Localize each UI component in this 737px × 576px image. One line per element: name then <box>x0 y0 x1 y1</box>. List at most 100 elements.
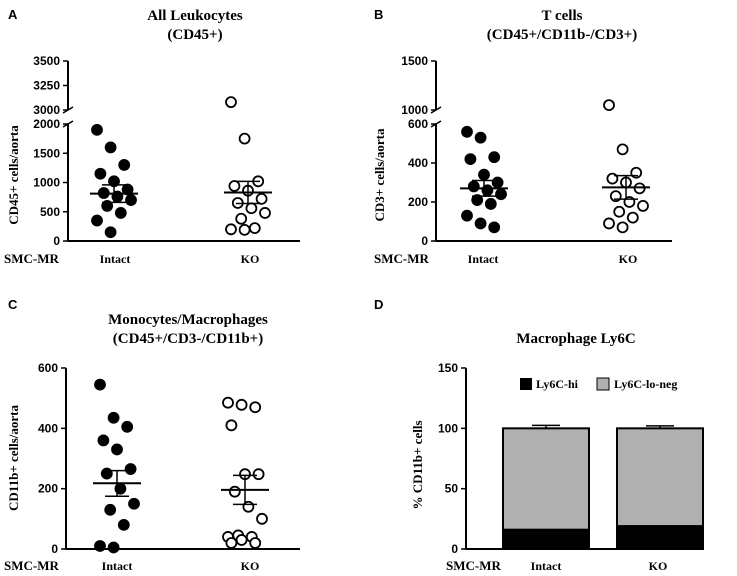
panel-b-point-intact <box>467 180 480 193</box>
panel-d-group-label: SMC-MR <box>446 558 501 573</box>
legend-label-ly6c-lo-neg: Ly6C-lo-neg <box>614 377 677 391</box>
panel-d-xtick-intact: Intact <box>531 559 562 573</box>
panel-c-point-ko <box>256 512 268 525</box>
legend-label-ly6c-hi: Ly6C-hi <box>536 377 579 391</box>
panel-b-point-intact <box>484 198 497 210</box>
panel-d-y-tick-label: 50 <box>445 482 459 496</box>
panel-b-ylabel: CD3+ cells/aorta <box>372 128 387 221</box>
panel-b-axis-break-mark <box>430 106 442 114</box>
panel-a-point-ko <box>248 222 261 235</box>
panel-b-point-ko <box>603 99 615 111</box>
panel-d-ylabel: % CD11b+ cells <box>410 420 425 509</box>
panel-c-point-ko <box>252 468 265 481</box>
panel-a-title-line-1: All Leukocytes <box>147 8 243 24</box>
panel-a-xtick-intact: Intact <box>100 252 131 266</box>
panel-d: D Macrophage Ly6C % CD11b+ cells SMC-MR … <box>374 297 704 573</box>
panel-a-point-ko <box>238 132 251 145</box>
panel-d-bar-intact-ly6c-hi <box>502 528 590 551</box>
panel-c-y-tick-label: 400 <box>38 421 58 435</box>
panel-d-data-marks <box>502 424 704 551</box>
panel-b-group-label: SMC-MR <box>374 251 429 266</box>
panel-c-point-intact <box>117 518 130 531</box>
panel-b-point-ko <box>637 199 649 212</box>
panel-c-point-ko <box>225 419 238 432</box>
panel-a-point-intact <box>101 199 114 212</box>
panel-a-point-intact <box>125 194 137 206</box>
panel-b-point-ko <box>603 217 615 230</box>
panel-a-point-ko <box>245 202 258 215</box>
panel-a-point-intact <box>91 214 103 227</box>
panel-b-y-tick-label: 1500 <box>401 54 428 68</box>
panel-a-point-intact <box>94 167 107 180</box>
panel-b-point-intact <box>488 221 501 234</box>
panel-letter-b: B <box>374 7 383 22</box>
panel-b-title-line-2: (CD45+/CD11b-/CD3+) <box>487 27 637 43</box>
panel-c-point-intact <box>107 541 120 554</box>
legend-swatch-ly6c-hi <box>520 378 532 390</box>
panel-a-y-tick-label: 2000 <box>33 117 60 131</box>
panel-a-ylabel: CD45+ cells/aorta <box>6 125 21 225</box>
panel-d-legend: Ly6C-hi Ly6C-lo-neg <box>520 377 677 391</box>
panel-b-axis-break-mark <box>430 120 442 128</box>
panel-d-y-tick-label: 100 <box>438 421 458 435</box>
panel-c-ylabel: CD11b+ cells/aorta <box>6 405 21 511</box>
panel-b-point-ko <box>616 143 629 156</box>
panel-c-point-ko <box>249 401 262 414</box>
panel-a-title-line-2: (CD45+) <box>167 27 222 43</box>
panel-a-y-tick-label: 500 <box>40 205 60 219</box>
panel-a-point-ko <box>259 207 271 219</box>
panel-a-point-intact <box>91 123 103 136</box>
panel-b-point-intact <box>461 125 473 138</box>
panel-a-y-tick-label: 3500 <box>33 54 60 68</box>
panel-c-xtick-ko: KO <box>241 559 260 573</box>
panel-a-data-marks <box>90 96 272 239</box>
panel-c-y-tick-label: 200 <box>38 482 58 496</box>
panel-c-point-intact <box>107 411 120 424</box>
panel-b-point-intact <box>488 151 501 164</box>
panel-c-point-ko <box>228 485 241 498</box>
panel-c-point-intact <box>104 503 117 516</box>
panel-letter-d: D <box>374 297 383 312</box>
panel-c-point-intact <box>94 540 106 552</box>
panel-b-point-intact <box>471 194 484 206</box>
panel-b-point-intact <box>474 217 487 230</box>
panel-c-title-line-2: (CD45+/CD3-/CD11b+) <box>113 331 263 347</box>
panel-a: A All Leukocytes (CD45+) CD45+ cells/aor… <box>4 7 300 266</box>
panel-b-point-intact <box>478 168 490 181</box>
panel-a-y-tick-label: 3000 <box>33 103 60 117</box>
panel-c-y-tick-label: 600 <box>38 361 58 375</box>
panel-c-point-ko <box>235 534 248 546</box>
panel-a-xtick-ko: KO <box>241 252 260 266</box>
panel-d-xtick-ko: KO <box>649 559 668 573</box>
panel-c-title-line-1: Monocytes/Macrophages <box>108 312 268 328</box>
panel-c-point-ko <box>235 398 248 411</box>
panel-b: B T cells (CD45+/CD11b-/CD3+) CD3+ cells… <box>372 7 672 266</box>
panel-d-bar-intact-ly6c-lo-neg <box>502 427 590 531</box>
panel-a-point-ko <box>238 223 251 236</box>
panel-b-y-tick-label: 200 <box>408 195 428 209</box>
panel-a-point-ko <box>225 96 237 109</box>
panel-b-xtick-intact: Intact <box>468 252 499 266</box>
panel-a-point-ko <box>228 180 241 192</box>
panel-a-y-tick-label: 3250 <box>33 79 60 93</box>
panel-a-point-ko <box>255 192 268 205</box>
panel-d-bar-ko-ly6c-hi <box>616 525 704 550</box>
panel-a-point-intact <box>118 159 131 171</box>
panel-c-point-intact <box>111 443 123 456</box>
panel-b-y-tick-label: 0 <box>421 234 428 248</box>
panel-letter-a: A <box>8 7 18 22</box>
panel-c-point-intact <box>124 463 137 475</box>
panel-d-y-tick-label: 0 <box>451 542 458 556</box>
panel-a-y-tick-label: 1000 <box>33 176 60 190</box>
panel-b-point-intact <box>461 209 473 222</box>
panel-c-point-intact <box>94 378 106 391</box>
panel-c-point-ko <box>222 396 234 409</box>
panel-b-point-intact <box>474 131 487 144</box>
panel-a-point-intact <box>104 226 117 239</box>
panel-b-point-ko <box>613 205 626 218</box>
panel-b-data-marks <box>460 99 650 234</box>
panel-c: C Monocytes/Macrophages (CD45+/CD3-/CD11… <box>4 297 300 573</box>
panel-c-xtick-intact: Intact <box>102 559 133 573</box>
